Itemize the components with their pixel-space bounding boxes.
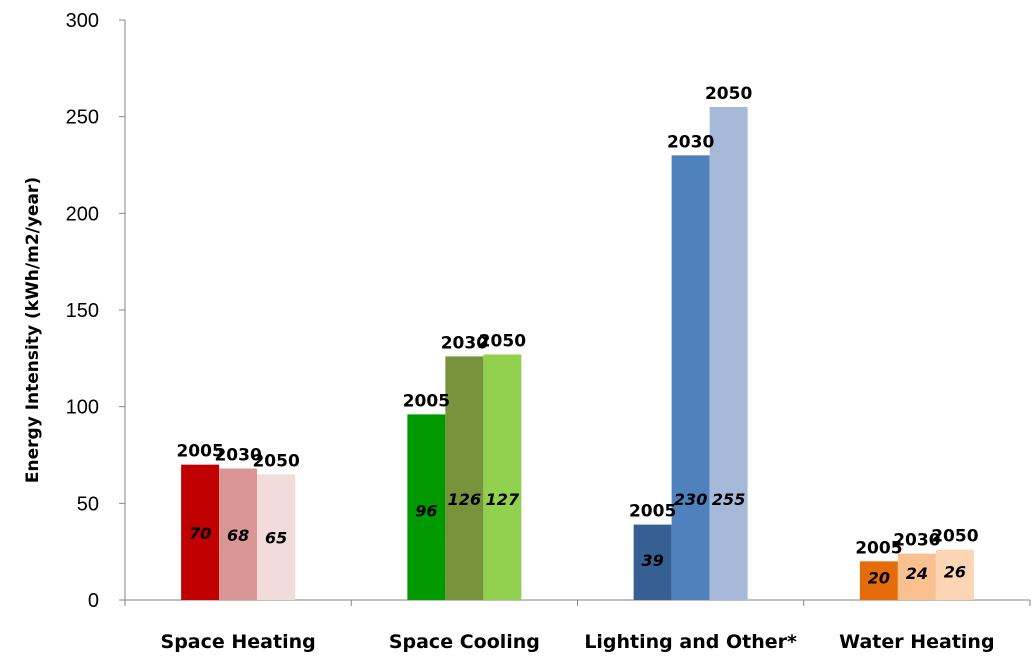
bar xyxy=(219,468,258,600)
bar-year-label: 2005 xyxy=(629,502,676,522)
bar xyxy=(407,414,446,600)
bar xyxy=(633,524,672,600)
bar xyxy=(897,553,936,600)
y-axis-title: Energy Intensity (kWh/m2/year) xyxy=(23,177,43,483)
bar-value-label: 65 xyxy=(265,528,287,547)
x-category-label: Water Heating xyxy=(839,631,994,653)
bar-year-label: 2050 xyxy=(705,84,752,104)
bar-value-label: 70 xyxy=(189,524,211,543)
bar-value-label: 26 xyxy=(944,562,966,581)
y-tick-label: 200 xyxy=(66,203,99,225)
bar-value-label: 24 xyxy=(906,564,928,583)
bar-year-label: 2030 xyxy=(441,333,488,353)
bar-year-label: 2030 xyxy=(214,446,261,466)
bar-value-label: 127 xyxy=(486,490,520,509)
bar-value-label: 20 xyxy=(868,568,890,587)
bar-value-label: 96 xyxy=(415,501,437,520)
y-tick-label: 300 xyxy=(66,10,99,32)
bar xyxy=(445,356,484,600)
x-category-label: Space Cooling xyxy=(389,631,540,653)
bar-year-label: 2030 xyxy=(667,132,714,152)
bar-value-label: 255 xyxy=(712,490,745,509)
bar-year-label: 2005 xyxy=(403,391,450,411)
bar-value-label: 126 xyxy=(448,490,481,509)
bar-value-label: 230 xyxy=(674,490,707,509)
bar-year-label: 2005 xyxy=(176,442,223,462)
bar-year-label: 2030 xyxy=(893,531,940,551)
bar xyxy=(671,155,710,601)
x-category-label: Lighting and Other* xyxy=(584,631,797,653)
bar-year-label: 2050 xyxy=(479,331,526,351)
bar-year-label: 2050 xyxy=(931,527,978,547)
bar xyxy=(859,561,898,600)
bar xyxy=(181,464,220,600)
bar-value-label: 39 xyxy=(641,551,663,570)
bar-year-label: 2050 xyxy=(252,451,299,471)
bar xyxy=(257,474,296,600)
y-tick-label: 250 xyxy=(66,107,99,129)
bar xyxy=(935,549,974,600)
y-tick-label: 0 xyxy=(88,590,99,612)
y-tick-label: 100 xyxy=(66,397,99,419)
y-tick-label: 50 xyxy=(77,493,99,515)
bar-year-label: 2005 xyxy=(855,538,902,558)
bar xyxy=(483,354,522,600)
bar-value-label: 68 xyxy=(227,526,249,545)
y-tick-label: 150 xyxy=(66,300,99,322)
bar xyxy=(709,107,748,600)
x-category-label: Space Heating xyxy=(161,631,316,653)
